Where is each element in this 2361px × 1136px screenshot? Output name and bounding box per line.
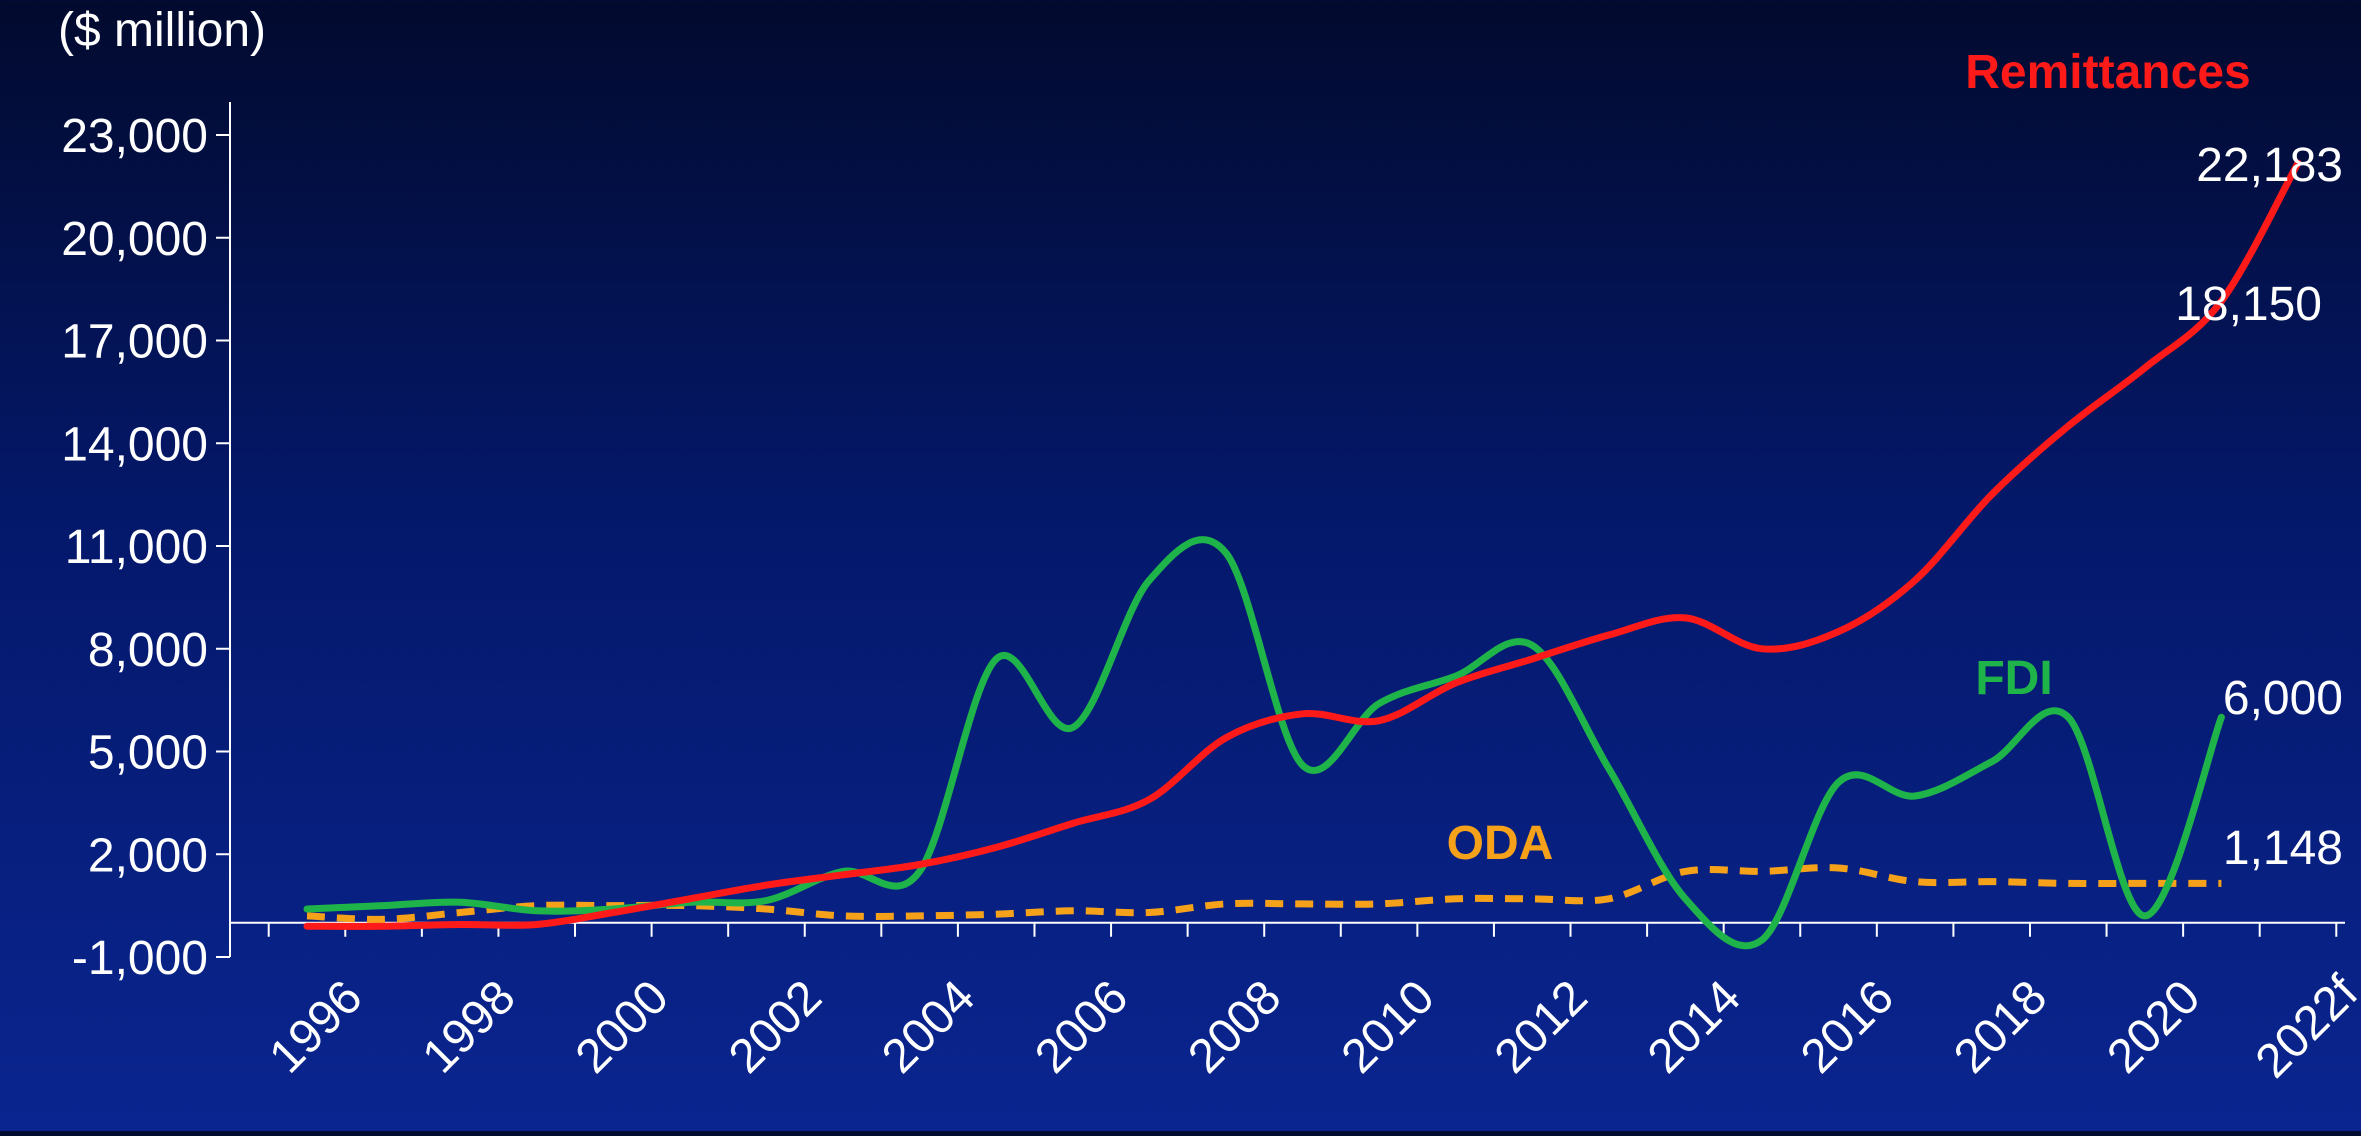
series-layer <box>303 159 2302 950</box>
x-tick-label: 2010 <box>1332 971 1445 1084</box>
x-tick-label: 2014 <box>1638 971 1751 1084</box>
series-line-remittances <box>303 159 2302 930</box>
x-tick-label: 2022f <box>2246 965 2361 1088</box>
y-tick-label: 23,000 <box>61 110 208 163</box>
x-tick-label: 2018 <box>1944 971 2057 1084</box>
y-tick-label: 5,000 <box>88 727 208 780</box>
series-name-fdi: FDI <box>1975 652 2052 705</box>
y-tick-label: 8,000 <box>88 624 208 677</box>
labels-layer: Remittances FDI ODA 18,150 22,183 6,000 1,148 <box>1447 46 2343 875</box>
y-tick-label: 2,000 <box>88 829 208 882</box>
x-tick-label: 2006 <box>1025 971 1138 1084</box>
unit-label: ($ million) <box>58 4 266 57</box>
x-tick-label: 2012 <box>1485 971 1598 1084</box>
y-tick-label: 11,000 <box>65 521 208 574</box>
data-label: 22,183 <box>2196 139 2343 192</box>
data-label: 1,148 <box>2223 822 2343 875</box>
y-tick-label: 17,000 <box>61 316 208 369</box>
series-name-oda: ODA <box>1447 817 1554 870</box>
y-tick-label: 20,000 <box>61 213 208 266</box>
axes: -1,000 2,000 5,000 8,000 11,000 14,000 17,000 2… <box>61 102 2361 1088</box>
data-label: 6,000 <box>2223 672 2343 725</box>
x-tick-label: 2020 <box>2097 971 2210 1084</box>
data-label: 18,150 <box>2175 278 2322 331</box>
y-tick-label: 14,000 <box>61 418 208 471</box>
x-tick-label: 2008 <box>1178 971 1291 1084</box>
x-tick-label: 2000 <box>566 971 679 1084</box>
x-tick-label: 2004 <box>872 971 985 1084</box>
x-tick-label: 1998 <box>413 971 526 1084</box>
x-tick-label: 2002 <box>719 971 832 1084</box>
x-tick-label: 2016 <box>1791 971 1904 1084</box>
y-tick-label: -1,000 <box>72 932 208 985</box>
series-name-remittances: Remittances <box>1965 46 2250 99</box>
x-tick-label: 1996 <box>260 971 373 1084</box>
series-line-fdi <box>303 536 2225 950</box>
